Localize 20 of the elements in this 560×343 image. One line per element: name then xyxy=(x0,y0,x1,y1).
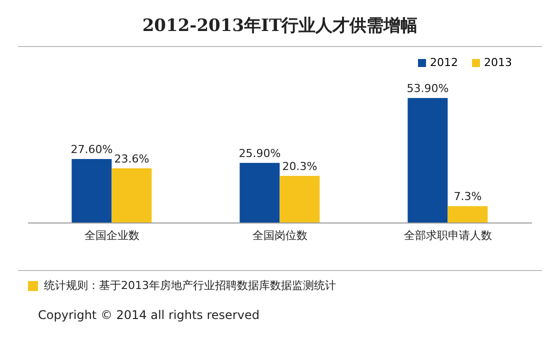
data-label: 23.6% xyxy=(114,152,150,166)
bar xyxy=(448,206,488,223)
x-tick-label: 全国岗位数 xyxy=(252,228,308,242)
data-label: 53.90% xyxy=(406,82,449,95)
text: 统计规则：基于2013年房地产行业招聘数据库数据监测统计 xyxy=(43,278,336,293)
bar xyxy=(72,158,112,223)
bar xyxy=(112,168,152,223)
x-tick-label: 全部求职申请人数 xyxy=(404,228,492,242)
chart-title: 2012-2013年IT行业人才供需增幅 xyxy=(141,15,419,37)
legend-label: 2012 xyxy=(429,56,458,69)
data-label: 7.3% xyxy=(454,190,482,204)
bar xyxy=(280,176,320,223)
data-label: 20.3% xyxy=(282,160,318,173)
x-tick-label: 全国企业数 xyxy=(84,228,140,242)
bar xyxy=(240,162,280,223)
bar xyxy=(408,98,448,223)
text: Copyright © 2014 all rights reserved xyxy=(38,308,260,322)
data-label: 27.60% xyxy=(70,142,113,156)
data-label: 25.90% xyxy=(238,146,281,160)
legend-label: 2013 xyxy=(483,56,512,69)
